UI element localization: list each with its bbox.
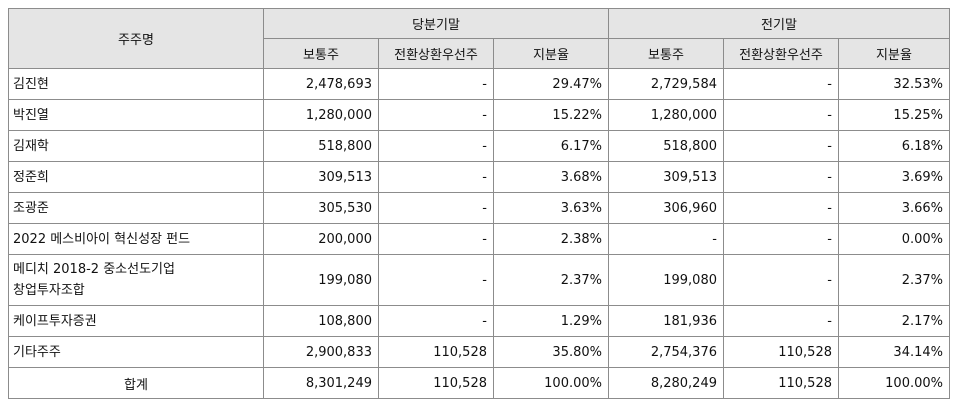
cur-common-cell: 2,478,693 bbox=[263, 68, 379, 100]
cur-ratio-cell: 29.47% bbox=[493, 68, 609, 100]
prev-preferred-cell: - bbox=[723, 130, 839, 162]
prev-ratio-cell: 6.18% bbox=[838, 130, 950, 162]
cur-preferred-cell: - bbox=[378, 305, 494, 337]
table-row: 메디치 2018-2 중소선도기업 창업투자조합 199,080 - 2.37% … bbox=[8, 254, 950, 306]
shareholder-name: 케이프투자증권 bbox=[8, 305, 264, 337]
cur-common-cell: 518,800 bbox=[263, 130, 379, 162]
cur-ratio-cell: 3.63% bbox=[493, 192, 609, 224]
cur-common-cell: 305,530 bbox=[263, 192, 379, 224]
prev-preferred-cell: 110,528 bbox=[723, 336, 839, 368]
cur-common-cell: 199,080 bbox=[263, 254, 379, 306]
header-row-top: 주주명 당분기말 전기말 bbox=[8, 8, 950, 69]
cur-common-cell: 1,280,000 bbox=[263, 99, 379, 131]
table-row: 김재학 518,800 - 6.17% 518,800 - 6.18% bbox=[8, 130, 950, 162]
cur-common-cell: 2,900,833 bbox=[263, 336, 379, 368]
total-prev-preferred: 110,528 bbox=[723, 367, 839, 399]
total-cur-common: 8,301,249 bbox=[263, 367, 379, 399]
total-label: 합계 bbox=[8, 367, 264, 399]
shareholder-name: 박진열 bbox=[8, 99, 264, 131]
cur-common-cell: 309,513 bbox=[263, 161, 379, 193]
header-row-sub: 보통주 전환상환우선주 지분율 보통주 전환상환우선주 지분율 bbox=[9, 38, 950, 69]
prev-ratio-cell: 2.37% bbox=[838, 254, 950, 306]
cur-ratio-cell: 6.17% bbox=[493, 130, 609, 162]
header-cur-common: 보통주 bbox=[263, 38, 379, 69]
shareholder-name-line1: 메디치 2018-2 중소선도기업 bbox=[13, 262, 175, 277]
cur-preferred-cell: - bbox=[378, 192, 494, 224]
header-current-period: 당분기말 bbox=[263, 8, 609, 39]
prev-common-cell: 1,280,000 bbox=[608, 99, 724, 131]
total-prev-common: 8,280,249 bbox=[608, 367, 724, 399]
shareholder-name: 김진현 bbox=[8, 68, 264, 100]
header-prev-ratio: 지분율 bbox=[838, 38, 950, 69]
cur-preferred-cell: - bbox=[378, 99, 494, 131]
table-row: 박진열 1,280,000 - 15.22% 1,280,000 - 15.25… bbox=[8, 99, 950, 131]
header-shareholder: 주주명 bbox=[8, 8, 264, 69]
cur-preferred-cell: 110,528 bbox=[378, 336, 494, 368]
prev-common-cell: - bbox=[608, 223, 724, 255]
cur-common-cell: 200,000 bbox=[263, 223, 379, 255]
total-cur-ratio: 100.00% bbox=[493, 367, 609, 399]
cur-ratio-cell: 2.38% bbox=[493, 223, 609, 255]
prev-ratio-cell: 32.53% bbox=[838, 68, 950, 100]
total-prev-ratio: 100.00% bbox=[838, 367, 950, 399]
table-row: 케이프투자증권 108,800 - 1.29% 181,936 - 2.17% bbox=[8, 305, 950, 337]
shareholder-name: 조광준 bbox=[8, 192, 264, 224]
prev-ratio-cell: 3.69% bbox=[838, 161, 950, 193]
header-cur-ratio: 지분율 bbox=[493, 38, 609, 69]
cur-preferred-cell: - bbox=[378, 223, 494, 255]
cur-preferred-cell: - bbox=[378, 254, 494, 306]
prev-ratio-cell: 34.14% bbox=[838, 336, 950, 368]
table-row: 기타주주 2,900,833 110,528 35.80% 2,754,376 … bbox=[8, 336, 950, 368]
cur-preferred-cell: - bbox=[378, 68, 494, 100]
prev-preferred-cell: - bbox=[723, 254, 839, 306]
prev-ratio-cell: 3.66% bbox=[838, 192, 950, 224]
shareholder-name: 정준희 bbox=[8, 161, 264, 193]
shareholder-table-container: 주주명 당분기말 전기말 보통주 전환상환우선주 지분율 보통주 전환상환우선주… bbox=[8, 8, 950, 399]
prev-common-cell: 309,513 bbox=[608, 161, 724, 193]
cur-ratio-cell: 35.80% bbox=[493, 336, 609, 368]
table-row: 김진현 2,478,693 - 29.47% 2,729,584 - 32.53… bbox=[8, 68, 950, 100]
shareholder-name: 김재학 bbox=[8, 130, 264, 162]
shareholder-table: 주주명 당분기말 전기말 보통주 전환상환우선주 지분율 보통주 전환상환우선주… bbox=[8, 8, 950, 399]
total-cur-preferred: 110,528 bbox=[378, 367, 494, 399]
shareholder-name-line2: 창업투자조합 bbox=[13, 283, 85, 298]
table-row: 2022 메스비아이 혁신성장 펀드 200,000 - 2.38% - - 0… bbox=[8, 223, 950, 255]
prev-common-cell: 181,936 bbox=[608, 305, 724, 337]
header-cur-preferred: 전환상환우선주 bbox=[378, 38, 494, 69]
shareholder-name: 2022 메스비아이 혁신성장 펀드 bbox=[8, 223, 264, 255]
header-previous-period: 전기말 bbox=[608, 8, 950, 39]
cur-common-cell: 108,800 bbox=[263, 305, 379, 337]
prev-preferred-cell: - bbox=[723, 68, 839, 100]
prev-common-cell: 199,080 bbox=[608, 254, 724, 306]
prev-preferred-cell: - bbox=[723, 223, 839, 255]
prev-ratio-cell: 15.25% bbox=[838, 99, 950, 131]
table-row: 조광준 305,530 - 3.63% 306,960 - 3.66% bbox=[8, 192, 950, 224]
header-prev-common: 보통주 bbox=[608, 38, 724, 69]
cur-preferred-cell: - bbox=[378, 161, 494, 193]
cur-ratio-cell: 15.22% bbox=[493, 99, 609, 131]
prev-preferred-cell: - bbox=[723, 305, 839, 337]
prev-preferred-cell: - bbox=[723, 99, 839, 131]
shareholder-name: 기타주주 bbox=[8, 336, 264, 368]
prev-common-cell: 2,754,376 bbox=[608, 336, 724, 368]
cur-preferred-cell: - bbox=[378, 130, 494, 162]
prev-preferred-cell: - bbox=[723, 192, 839, 224]
prev-ratio-cell: 2.17% bbox=[838, 305, 950, 337]
prev-common-cell: 518,800 bbox=[608, 130, 724, 162]
cur-ratio-cell: 3.68% bbox=[493, 161, 609, 193]
cur-ratio-cell: 2.37% bbox=[493, 254, 609, 306]
prev-ratio-cell: 0.00% bbox=[838, 223, 950, 255]
prev-common-cell: 306,960 bbox=[608, 192, 724, 224]
cur-ratio-cell: 1.29% bbox=[493, 305, 609, 337]
prev-common-cell: 2,729,584 bbox=[608, 68, 724, 100]
prev-preferred-cell: - bbox=[723, 161, 839, 193]
table-row: 정준희 309,513 - 3.68% 309,513 - 3.69% bbox=[8, 161, 950, 193]
total-row: 합계 8,301,249 110,528 100.00% 8,280,249 1… bbox=[8, 367, 950, 399]
header-prev-preferred: 전환상환우선주 bbox=[723, 38, 839, 69]
